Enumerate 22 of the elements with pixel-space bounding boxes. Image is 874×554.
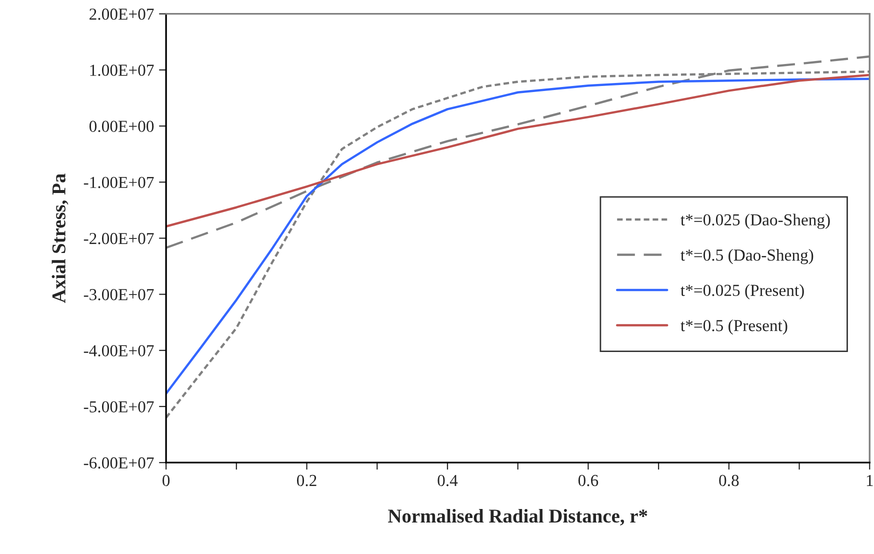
legend-label: t*=0.5 (Dao-Sheng) bbox=[680, 249, 814, 264]
legend-label: t*=0.025 (Present) bbox=[680, 284, 804, 300]
x-tick-label: 0.4 bbox=[438, 474, 458, 486]
y-axis-title: Axial Stress, Pa bbox=[52, 174, 68, 303]
y-tick-label: 1.00E+07 bbox=[90, 64, 154, 76]
y-tick-label: -2.00E+07 bbox=[84, 232, 154, 244]
y-tick-label: -3.00E+07 bbox=[84, 289, 154, 300]
x-tick-label: 0.6 bbox=[578, 474, 598, 486]
x-tick-label: 1 bbox=[866, 474, 873, 486]
x-tick-label: 0 bbox=[162, 474, 170, 486]
x-tick-label: 0.2 bbox=[296, 474, 316, 486]
y-tick-label: -4.00E+07 bbox=[84, 345, 154, 356]
y-tick-label: -6.00E+07 bbox=[84, 457, 154, 469]
x-tick-label: 0.8 bbox=[719, 474, 739, 486]
y-tick-label: 2.00E+07 bbox=[90, 8, 154, 20]
line-series bbox=[166, 74, 870, 228]
y-tick-label: 0.00E+00 bbox=[89, 120, 154, 132]
legend-label: t*=0.5 (Present) bbox=[680, 319, 788, 335]
x-axis-title: Normalised Radial Distance, r* bbox=[388, 508, 648, 526]
y-tick-label: -1.00E+07 bbox=[84, 176, 154, 188]
legend-label: t*=0.025 (Dao-Sheng) bbox=[680, 214, 830, 229]
y-tick-label: -5.00E+07 bbox=[84, 401, 154, 413]
